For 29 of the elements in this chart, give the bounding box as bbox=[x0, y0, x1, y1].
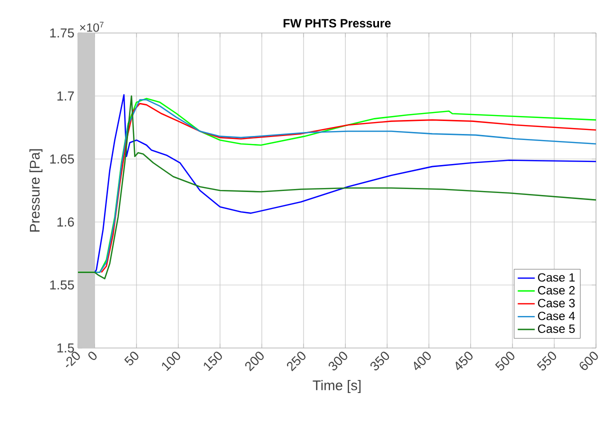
x-tick-label: 350 bbox=[370, 352, 390, 370]
x-tick-label: 0 bbox=[88, 352, 97, 360]
x-tick-label: 50 bbox=[124, 352, 138, 366]
legend-label: Case 3 bbox=[538, 298, 575, 308]
chart-title: FW PHTS Pressure bbox=[284, 19, 391, 28]
x-tick-label: 200 bbox=[245, 352, 264, 372]
y-tick-label: 1.75 bbox=[50, 28, 74, 38]
y-axis-title: Pressure [Pa] bbox=[29, 149, 42, 232]
x-axis-title: Time [s] bbox=[312, 380, 361, 394]
x-tick-label: 300 bbox=[328, 352, 348, 370]
x-tick-label: 250 bbox=[286, 352, 306, 372]
x-tick-label: 550 bbox=[536, 352, 556, 370]
y-tick-label: 1.5 bbox=[57, 343, 74, 353]
legend-label: Case 5 bbox=[538, 324, 575, 333]
x-tick-label: -20 bbox=[66, 352, 80, 368]
legend-label: Case 2 bbox=[538, 286, 575, 294]
y-tick-label: 1.6 bbox=[57, 217, 74, 227]
x-tick-label: 100 bbox=[162, 352, 180, 372]
x-tick-label: 600 bbox=[580, 352, 598, 370]
legend-label: Case 1 bbox=[538, 273, 575, 282]
x-tick-label: 500 bbox=[495, 352, 514, 370]
x-tick-label: 400 bbox=[414, 352, 431, 370]
x-tick-label: 150 bbox=[204, 352, 222, 372]
legend-label: Case 4 bbox=[538, 312, 575, 320]
y-tick-label: 1.65 bbox=[50, 154, 74, 164]
text: ×10$^{7}$ bbox=[80, 22, 104, 32]
y-tick-label: 1.55 bbox=[50, 280, 74, 290]
x-tick-label: 450 bbox=[456, 352, 473, 370]
y-tick-label: 1.7 bbox=[57, 92, 74, 100]
